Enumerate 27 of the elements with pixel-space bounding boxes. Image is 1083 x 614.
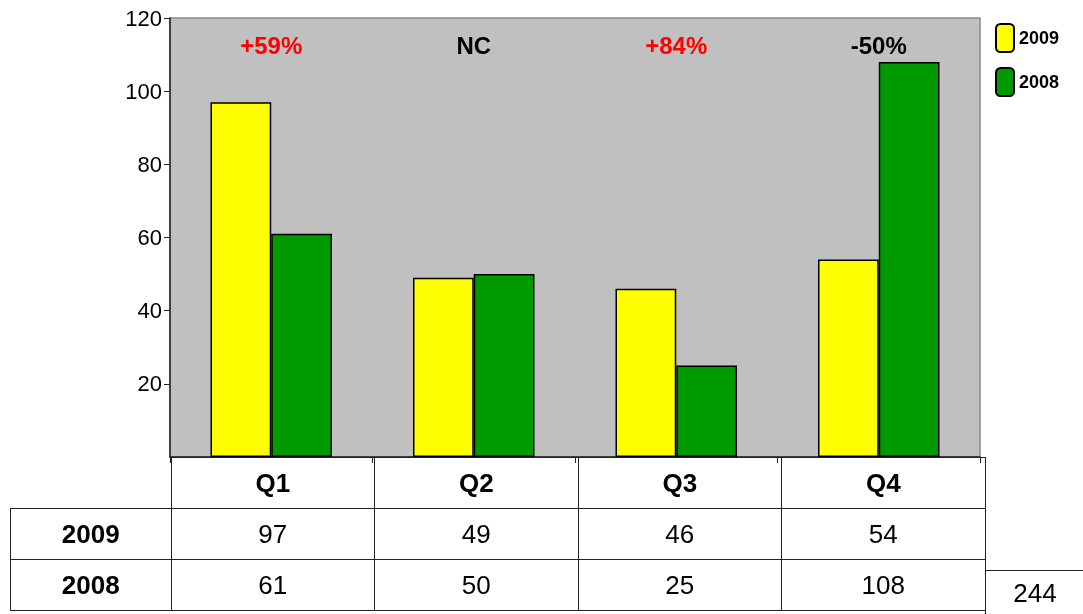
y-tick-label: 40 bbox=[137, 298, 162, 324]
text: 244 bbox=[985, 570, 1083, 614]
data-label: 46 bbox=[578, 508, 782, 560]
y-tick-label: 80 bbox=[137, 151, 162, 177]
data-label: 97 bbox=[171, 508, 375, 560]
data-label: 61 bbox=[171, 559, 375, 611]
data-label: 54 bbox=[781, 508, 985, 560]
data-label: 50 bbox=[374, 559, 578, 611]
y-tick-label: 120 bbox=[125, 5, 162, 31]
annotation: -50% bbox=[850, 31, 907, 59]
x-tick-label: Q2 bbox=[374, 457, 578, 509]
annotation: +59% bbox=[240, 31, 303, 59]
y-tick-label: 20 bbox=[137, 371, 162, 397]
y-tick-label: 60 bbox=[137, 225, 162, 250]
data-label: 49 bbox=[374, 508, 578, 560]
legend-label: 2008 bbox=[1019, 72, 1060, 92]
annotation: NC bbox=[456, 31, 492, 59]
x-tick-label: Q4 bbox=[781, 457, 985, 509]
text: 2008 bbox=[61, 569, 120, 600]
annotation: +84% bbox=[645, 31, 708, 59]
x-tick-label: Q1 bbox=[171, 457, 375, 509]
data-label: 108 bbox=[781, 559, 985, 611]
legend-label: 2009 bbox=[1019, 28, 1060, 48]
y-tick-label: 100 bbox=[125, 78, 162, 104]
x-tick-label: Q3 bbox=[578, 457, 782, 509]
text: 2009 bbox=[61, 518, 120, 549]
data-label: 25 bbox=[578, 559, 782, 611]
